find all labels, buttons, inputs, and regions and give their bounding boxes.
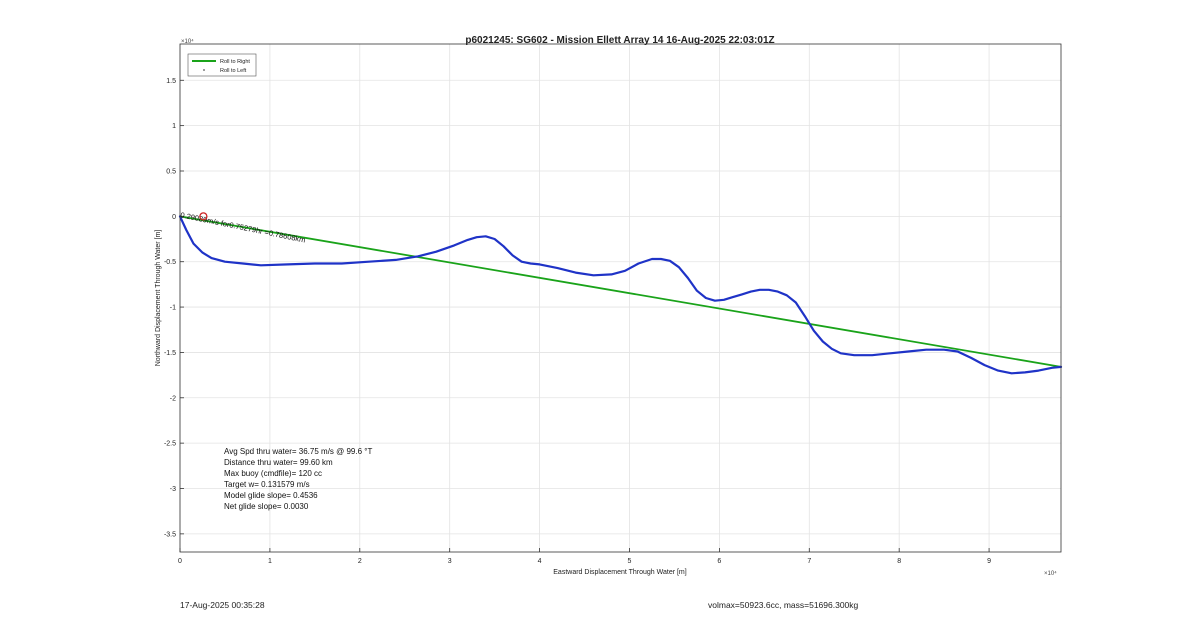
series-group (178, 215, 1063, 375)
y-tick-label: -0.5 (164, 259, 176, 266)
y-tick-label: -1.5 (164, 350, 176, 357)
legend: Roll to Right Roll to Left (187, 53, 257, 77)
plot-area (180, 44, 1061, 552)
y-tick-label: -2 (170, 395, 176, 402)
x-tick-label: 6 (717, 558, 721, 565)
y-tick-label: 0 (172, 214, 176, 221)
stats-block: Avg Spd thru water= 36.75 m/s @ 99.6 °T … (224, 447, 372, 511)
chart-title: p6021245: SG602 - Mission Ellett Array 1… (465, 35, 774, 46)
grid-lines (179, 44, 1061, 552)
x-tick-label: 9 (987, 558, 991, 565)
stat-distance: Distance thru water= 99.60 km (224, 458, 333, 467)
y-tick-label: 1.5 (166, 78, 176, 85)
surface-marker (199, 212, 208, 221)
legend-label-roll-right: Roll to Right (220, 59, 250, 65)
y-tick-label: 0.5 (166, 169, 176, 176)
x-tick-label: 5 (628, 558, 632, 565)
footer-volume-mass: volmax=50923.6cc, mass=51696.300kg (708, 600, 859, 610)
x-axis-ticks: 0 1 2 3 4 5 6 7 8 9 (178, 548, 991, 565)
y-tick-label: -3 (170, 486, 176, 493)
x-tick-label: 1 (268, 558, 272, 565)
plot-frame (179, 43, 1062, 553)
net-displacement-line (179, 215, 1062, 368)
x-tick-label: 8 (897, 558, 901, 565)
x-tick-label: 3 (448, 558, 452, 565)
x-tick-label: 2 (358, 558, 362, 565)
footer-timestamp: 17-Aug-2025 00:35:28 (180, 600, 265, 610)
stat-target-w: Target w= 0.131579 m/s (224, 480, 310, 489)
stat-max-buoy: Max buoy (cmdfile)= 120 cc (224, 469, 322, 478)
y-tick-label: -3.5 (164, 531, 176, 538)
x-tick-label: 4 (538, 558, 542, 565)
x-tick-label: 0 (178, 558, 182, 565)
x-axis-label: Eastward Displacement Through Water [m] (553, 569, 686, 576)
legend-label-roll-left: Roll to Left (220, 68, 247, 74)
glider-track-line (178, 215, 1063, 375)
stat-net-glide: Net glide slope= 0.0030 (224, 502, 309, 511)
legend-box (187, 53, 257, 77)
legend-swatch-roll-left (203, 69, 205, 71)
stat-model-glide: Model glide slope= 0.4536 (224, 491, 318, 500)
y-tick-label: 1 (172, 123, 176, 130)
y-tick-label: -1 (170, 305, 176, 312)
y-axis-label: Northward Displacement Through Water [m] (155, 230, 162, 367)
stat-avg-speed: Avg Spd thru water= 36.75 m/s @ 99.6 °T (224, 447, 372, 456)
x-tick-label: 7 (807, 558, 811, 565)
y-axis-ticks: 1.5 1 0.5 0 -0.5 -1 -1.5 -2 -2.5 -3 -3.5 (164, 78, 184, 538)
x-axis-exponent: ×10⁴ (1044, 570, 1057, 577)
y-tick-label: -2.5 (164, 441, 176, 448)
y-axis-exponent: ×10⁴ (181, 38, 194, 45)
